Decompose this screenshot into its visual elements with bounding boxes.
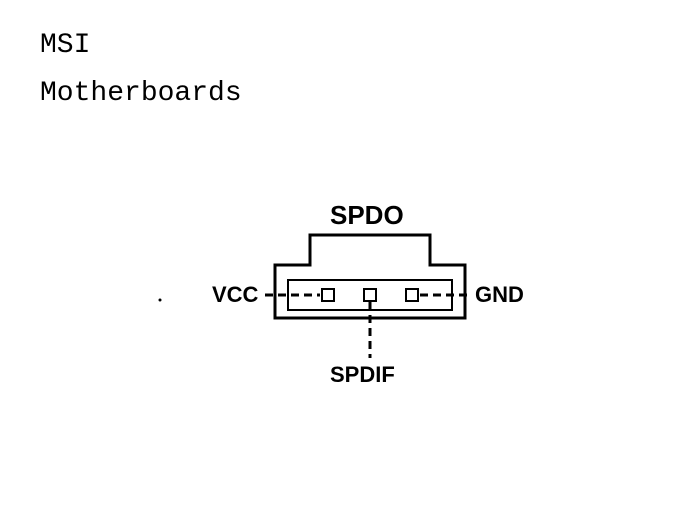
- connector-diagram: [0, 0, 692, 515]
- artifact-dot: [159, 299, 162, 302]
- pin-box-spdif: [364, 289, 376, 301]
- pin-box-vcc: [322, 289, 334, 301]
- pin-box-gnd: [406, 289, 418, 301]
